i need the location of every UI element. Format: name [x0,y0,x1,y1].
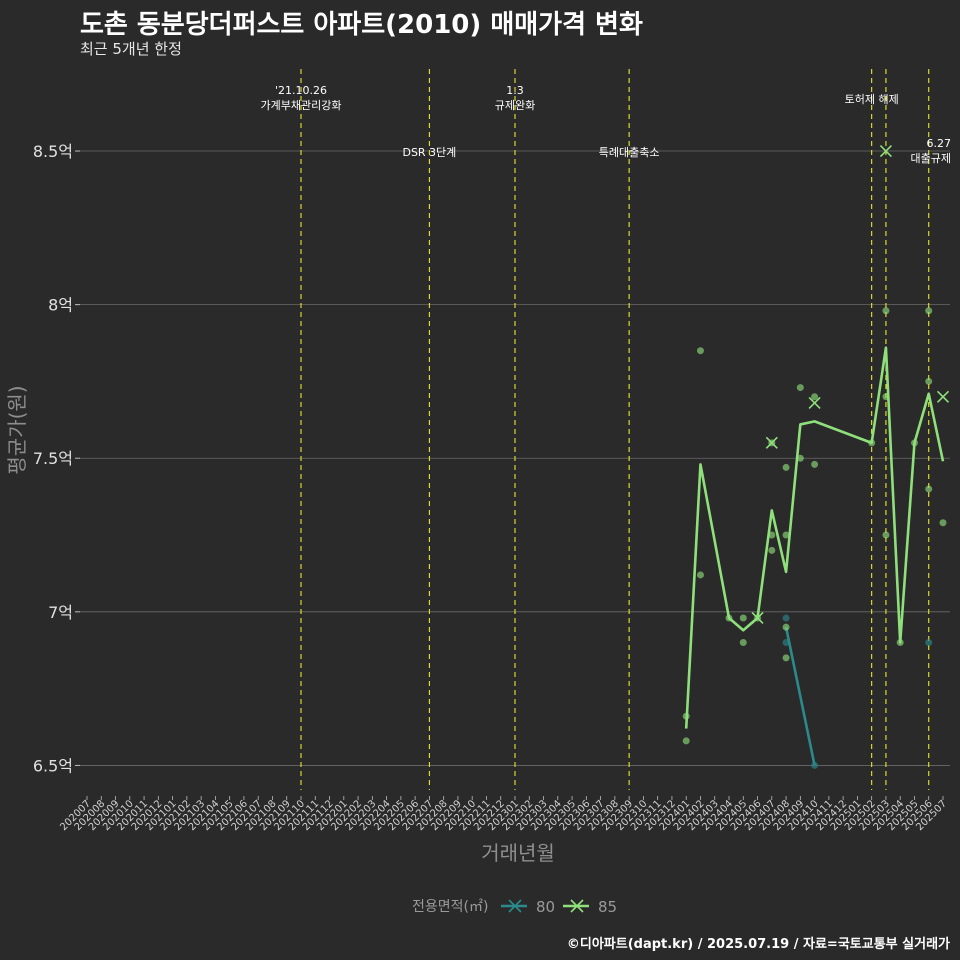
data-point [925,307,933,315]
legend: 전용면적(㎡) 80 85 [412,898,617,916]
data-point [768,546,776,554]
y-tick-label: 6.5억 [33,756,73,775]
policy-label: 대출규제 [911,152,951,165]
chart-subtitle: 최근 5개년 한정 [80,40,182,58]
cross-marker [936,390,950,403]
policy-label: '21.10.26 [275,84,327,97]
chart-title: 도촌 동분당더퍼스트 아파트(2010) 매매가격 변화 [80,10,643,40]
data-point [682,737,690,745]
data-point [782,654,790,662]
source-credit: ©디아파트(dapt.kr) / 2025.07.19 / 자료=국토교통부 실… [566,937,950,952]
data-point [796,454,804,462]
data-point [925,639,933,647]
legend-label: 80 [536,898,555,916]
x-axis-title: 거래년월 [481,841,555,865]
series-80 [782,614,933,769]
data-point [811,460,819,468]
legend-label: 85 [598,898,617,916]
cross-marker [751,611,764,625]
legend-key-cross [570,899,584,913]
series-line [684,346,945,729]
data-point [782,463,790,471]
data-point [739,639,747,647]
data-point [782,614,790,622]
data-point [925,485,933,493]
series-layer [682,144,950,769]
data-point [925,377,933,385]
policy-label: 특례대출축소 [599,146,660,159]
data-point [696,347,704,355]
legend-key-cross [508,899,522,913]
data-point [782,531,790,539]
data-point [811,393,819,401]
data-point [696,571,704,579]
y-axis-title: 평균가(원) [5,385,29,474]
policy-label: 토허제 해제 [845,92,899,106]
data-point [882,531,890,539]
cross-marker [765,436,778,449]
y-tick-label: 7.5억 [33,449,73,468]
x-axis: 2020072020082020092020102020112020122021… [58,796,949,833]
cross-marker [879,144,892,158]
policy-label: 1.3 [506,84,524,97]
y-tick-label: 7억 [48,603,73,622]
data-point [739,614,747,622]
data-point [882,307,890,315]
policy-label: 규제완화 [495,99,535,112]
series-85 [682,144,950,745]
policy-label: 가계부채관리강화 [261,99,342,112]
data-point [782,623,790,631]
y-tick-label: 8.5억 [33,142,73,161]
policy-label: DSR 3단계 [402,146,456,159]
data-point [796,384,804,392]
policy-label: 6.27 [927,137,952,150]
y-axis: 6.5억 7억 7.5억 8억 8.5억 [33,142,80,775]
data-point [939,519,947,527]
cross-marker [808,396,821,409]
y-tick-label: 8억 [48,296,73,315]
series-line [784,626,816,766]
legend-title: 전용면적(㎡) [412,899,488,915]
